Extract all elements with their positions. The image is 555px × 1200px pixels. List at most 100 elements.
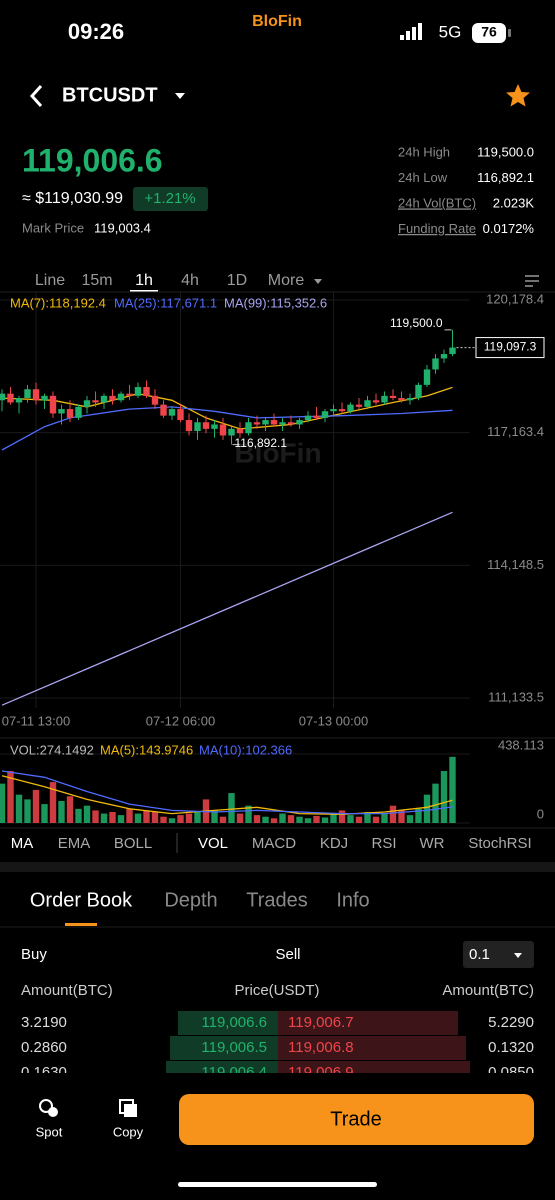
indicator-tab[interactable]: WR [420, 835, 445, 852]
candle-body [185, 420, 193, 432]
volume-bar [338, 810, 346, 823]
volume-bar [236, 813, 244, 823]
ask-depth [278, 1036, 466, 1060]
volume-bar [219, 816, 227, 823]
order-book-tab[interactable]: Order Book [30, 889, 133, 911]
bid-amount: 3.2190 [21, 1014, 67, 1031]
stat-label: 24h Vol(BTC) [398, 195, 476, 210]
candle-body [83, 400, 91, 407]
legend-entry: MA(7):118,192.4 [10, 295, 106, 310]
volume-bar [245, 805, 252, 823]
sell-label[interactable]: Sell [275, 946, 300, 963]
order-book-tab[interactable]: Depth [164, 889, 217, 911]
precision[interactable]: 0.1 [469, 946, 490, 963]
ask-amount: 5.2290 [488, 1014, 534, 1031]
ask-amount: 0.1320 [488, 1039, 534, 1056]
order-book-tabs: Order Book Depth Trades Info [30, 889, 370, 926]
volume-bar [372, 816, 380, 823]
volume-bar [83, 805, 91, 823]
symbol-dropdown[interactable] [175, 93, 185, 99]
annotation: 119,500.0 [390, 316, 443, 330]
interval-tab[interactable]: 1h [135, 272, 153, 289]
watermark: BloFin [234, 437, 321, 468]
stat-label: Funding Rate [398, 221, 476, 236]
ask-price: 119,006.8 [288, 1039, 354, 1056]
precision-dropdown[interactable] [463, 941, 534, 968]
interval-tab[interactable]: More [268, 272, 305, 289]
favorite-star[interactable] [506, 84, 530, 107]
volume-bar [0, 783, 6, 823]
candle-body [415, 384, 422, 399]
copy[interactable]: Copy [113, 1124, 144, 1139]
candle-body [228, 428, 235, 436]
settings-icon[interactable] [525, 275, 539, 287]
back-button[interactable] [29, 84, 43, 108]
candle-body [355, 404, 363, 407]
order-book-tab[interactable]: Info [336, 889, 369, 911]
order-book-tab[interactable]: Trades [246, 889, 308, 911]
volume-bar [262, 816, 269, 823]
legend-entry: MA(10):102.366 [199, 742, 292, 757]
bid-depth [178, 1011, 278, 1035]
indicator-tab[interactable]: KDJ [320, 835, 348, 852]
indicator-tab[interactable]: EMA [58, 835, 91, 852]
spot-icon[interactable] [39, 1099, 58, 1117]
interval-tab[interactable]: 1D [227, 272, 247, 289]
indicator-tab[interactable]: VOL [198, 835, 228, 852]
interval-tab[interactable]: Line [35, 272, 65, 289]
indicator-tab[interactable]: RSI [371, 835, 396, 852]
candle-body [0, 393, 6, 401]
indicator-tab[interactable]: MA [11, 835, 34, 852]
volume-bar [41, 804, 48, 823]
candle-body [381, 395, 388, 403]
candle-body [372, 400, 380, 403]
column-header: Amount(BTC) [21, 982, 113, 999]
spot[interactable]: Spot [36, 1124, 63, 1139]
trade-button[interactable] [179, 1094, 534, 1145]
copy-icon[interactable] [119, 1099, 137, 1117]
stat-value: 119,500.0 [477, 144, 534, 159]
candle-body [364, 400, 371, 407]
buy-label[interactable]: Buy [21, 946, 47, 963]
more-caret [314, 279, 322, 284]
indicator-tab[interactable]: BOLL [114, 835, 152, 852]
volume-bar [32, 789, 40, 823]
bid-amount: 0.1630 [21, 1064, 67, 1081]
stat-value: 116,892.1 [477, 170, 534, 185]
volume-bar [423, 794, 431, 823]
symbol[interactable]: BTCUSDT [62, 84, 158, 106]
volume-bar [126, 808, 133, 823]
ma-line [1, 511, 453, 706]
indicator-tab[interactable]: MACD [252, 835, 296, 852]
legend-entry: VOL:274.1492 [10, 742, 94, 757]
volume-bar [66, 796, 74, 823]
volume-bar [109, 811, 116, 823]
candle-body [270, 420, 278, 425]
volume-bar [194, 811, 201, 823]
interval-tab[interactable]: 15m [81, 272, 112, 289]
candle-body [66, 409, 74, 418]
candle-body [32, 389, 40, 401]
bid-price: 119,006.6 [201, 1014, 267, 1031]
volume-bar [151, 811, 159, 823]
ma-line [1, 770, 453, 815]
y-tick-label: 438.113 [498, 737, 544, 752]
candle-body [211, 424, 218, 429]
volume-bar [24, 799, 31, 823]
candle-body [423, 369, 431, 385]
volume-bar [389, 805, 397, 823]
last-price-box [475, 337, 545, 359]
volume-bar [185, 813, 193, 823]
clock: 09:26 [68, 19, 124, 44]
interval-tab[interactable]: 4h [181, 272, 199, 289]
trade-label[interactable]: Trade [330, 1108, 382, 1130]
legend-entry: MA(5):143.9746 [100, 742, 193, 757]
price-chart: 07-11 13:00 07-12 06:00 07-13 00:00 120,178… [0, 291, 545, 728]
volume-bar [228, 793, 235, 823]
mark-price-label: Mark Price [22, 220, 84, 235]
brand: BloFin [252, 13, 302, 30]
indicator-tab[interactable]: StochRSI [468, 835, 531, 852]
